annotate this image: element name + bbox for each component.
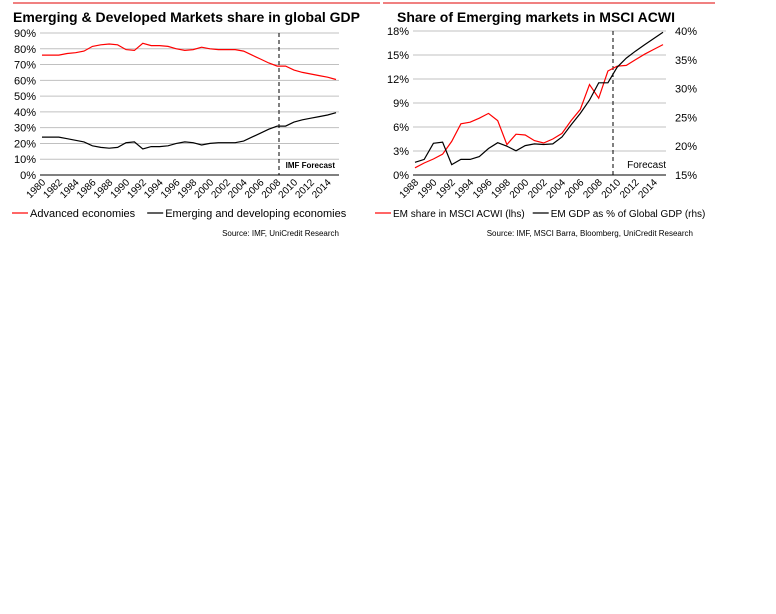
y-tick-label: 0% bbox=[20, 170, 36, 182]
x-tick-label: 2006 bbox=[563, 177, 587, 201]
series-line-1 bbox=[42, 112, 337, 150]
x-tick-label: 2002 bbox=[526, 177, 550, 201]
y-tick-label: 12% bbox=[387, 74, 409, 86]
y-tick-label: 50% bbox=[14, 91, 36, 103]
x-tick-label: 2004 bbox=[545, 177, 569, 201]
forecast-label: Forecast bbox=[627, 160, 666, 171]
legend-label: EM GDP as % of Global GDP (rhs) bbox=[551, 209, 706, 220]
y-tick-label: 6% bbox=[393, 122, 409, 134]
x-tick-label: 1994 bbox=[453, 177, 477, 201]
y2-tick-label: 30% bbox=[675, 84, 697, 96]
series-line-0 bbox=[42, 42, 337, 81]
y-tick-label: 90% bbox=[14, 28, 36, 40]
legend-label: Advanced economies bbox=[30, 208, 136, 220]
y-tick-label: 10% bbox=[14, 154, 36, 166]
y-tick-label: 70% bbox=[14, 60, 36, 72]
x-tick-label: 1990 bbox=[416, 177, 440, 201]
y-tick-label: 15% bbox=[387, 50, 409, 62]
y2-tick-label: 35% bbox=[675, 55, 697, 67]
x-tick-label: 2010 bbox=[600, 177, 624, 201]
y-tick-label: 60% bbox=[14, 75, 36, 87]
x-tick-label: 1992 bbox=[434, 177, 458, 201]
source-note: Source: IMF, MSCI Barra, Bloomberg, UniC… bbox=[487, 229, 693, 238]
chart-title: Emerging & Developed Markets share in gl… bbox=[13, 9, 360, 25]
y2-tick-label: 25% bbox=[675, 112, 697, 124]
x-tick-label: 2014 bbox=[636, 177, 660, 201]
legend-label: Emerging and developing economies bbox=[165, 208, 347, 220]
forecast-label: IMF Forecast bbox=[286, 161, 336, 170]
x-tick-label: 1998 bbox=[489, 177, 513, 201]
y-tick-label: 80% bbox=[14, 44, 36, 56]
series-line-1 bbox=[414, 31, 664, 166]
x-tick-label: 2000 bbox=[508, 177, 532, 201]
y2-tick-label: 20% bbox=[675, 141, 697, 153]
y2-tick-label: 40% bbox=[675, 26, 697, 38]
series-line-0 bbox=[414, 44, 664, 169]
y2-tick-label: 15% bbox=[675, 170, 697, 182]
legend-label: EM share in MSCI ACWI (lhs) bbox=[393, 209, 525, 220]
x-tick-label: 2008 bbox=[581, 177, 605, 201]
x-tick-label: 2014 bbox=[310, 177, 334, 201]
x-tick-label: 2012 bbox=[618, 177, 642, 201]
y-tick-label: 40% bbox=[14, 107, 36, 119]
y-tick-label: 9% bbox=[393, 98, 409, 110]
y-tick-label: 0% bbox=[393, 170, 409, 182]
x-tick-label: 1996 bbox=[471, 177, 495, 201]
y-tick-label: 30% bbox=[14, 123, 36, 135]
y-tick-label: 18% bbox=[387, 26, 409, 38]
source-note: Source: IMF, UniCredit Research bbox=[222, 229, 339, 238]
y-tick-label: 3% bbox=[393, 146, 409, 158]
y-tick-label: 20% bbox=[14, 138, 36, 150]
chart-title: Share of Emerging markets in MSCI ACWI bbox=[397, 9, 675, 25]
